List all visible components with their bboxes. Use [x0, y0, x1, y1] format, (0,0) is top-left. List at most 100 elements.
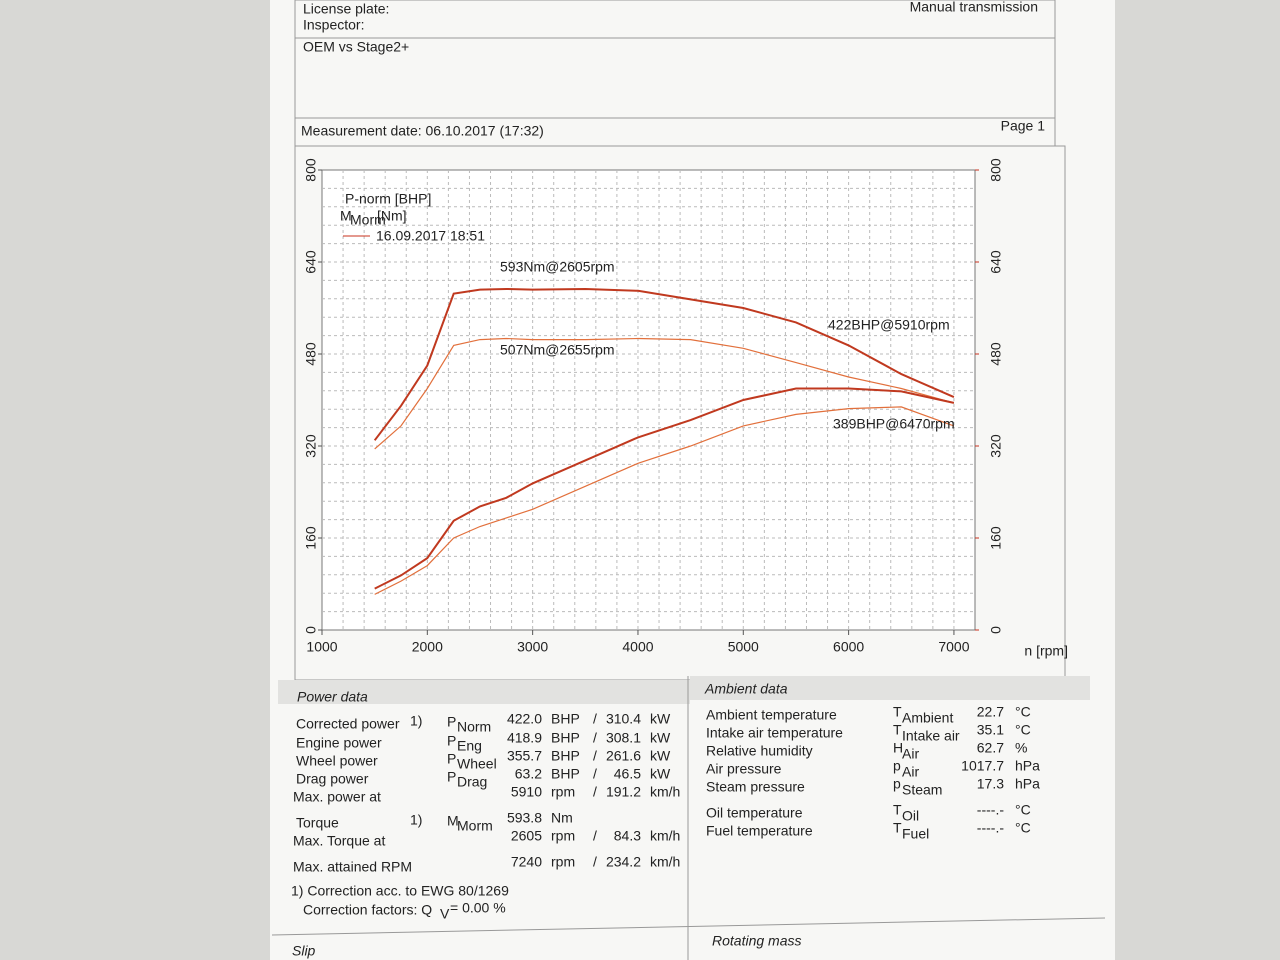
symbol: p: [893, 776, 901, 792]
symbol: T: [893, 722, 902, 738]
page-number: Page 1: [1001, 118, 1046, 134]
subscript: Intake air: [902, 728, 960, 744]
y-tick-label: 0: [303, 626, 319, 634]
y-tick-label: 480: [303, 342, 319, 366]
subscript: Eng: [457, 738, 482, 754]
y2-tick-label: 640: [988, 250, 1004, 274]
annotation: 507Nm@2655rpm: [500, 342, 615, 358]
separator: /: [593, 828, 597, 844]
unit: BHP: [551, 766, 580, 782]
subscript: Steam: [902, 782, 942, 798]
row-label: Intake air temperature: [706, 725, 843, 741]
symbol: T: [893, 704, 902, 720]
series-line: [374, 387, 955, 590]
value: 7240: [511, 854, 542, 870]
section-title: Ambient data: [704, 681, 788, 697]
value: 63.2: [515, 766, 542, 782]
unit: BHP: [551, 748, 580, 764]
unit: °C: [1015, 704, 1031, 720]
subscript: V: [440, 906, 450, 922]
value: 22.7: [977, 704, 1004, 720]
unit: %: [1015, 740, 1027, 756]
x-tick-label: 2000: [412, 639, 443, 655]
value: ----.-: [977, 802, 1005, 818]
subscript: Norm: [457, 719, 491, 735]
x-tick-label: 7000: [938, 639, 969, 655]
legend-label: P-norm [BHP]: [345, 191, 431, 207]
symbol: T: [893, 802, 902, 818]
row-label: Relative humidity: [706, 743, 813, 759]
unit: °C: [1015, 802, 1031, 818]
value: 355.7: [507, 748, 542, 764]
y-tick-label: 320: [303, 434, 319, 458]
row-label: Oil temperature: [706, 805, 803, 821]
row-label: Fuel temperature: [706, 823, 813, 839]
section-title: Rotating mass: [712, 933, 801, 949]
series-line: [374, 406, 955, 595]
note: 1): [410, 713, 422, 729]
section-title: Slip: [292, 943, 316, 959]
unit: rpm: [551, 784, 575, 800]
unit: hPa: [1015, 776, 1040, 792]
unit: rpm: [551, 854, 575, 870]
value: 234.2: [606, 854, 641, 870]
row-label: Corrected power: [296, 716, 400, 732]
unit: km/h: [650, 854, 680, 870]
value: 62.7: [977, 740, 1004, 756]
row-label: Air pressure: [706, 761, 782, 777]
row-label: Torque: [296, 815, 339, 831]
x-tick-label: 4000: [622, 639, 653, 655]
unit: hPa: [1015, 758, 1040, 774]
symbol: p: [893, 758, 901, 774]
row-label: Steam pressure: [706, 779, 805, 795]
subscript: Oil: [902, 808, 919, 824]
unit: km/h: [650, 784, 680, 800]
subscript: Ambient: [902, 710, 953, 726]
label: Inspector:: [303, 17, 364, 33]
note: 1): [410, 812, 422, 828]
row-label: Ambient temperature: [706, 707, 837, 723]
label: Manual transmission: [910, 0, 1038, 15]
unit: rpm: [551, 828, 575, 844]
comment: OEM vs Stage2+: [303, 39, 409, 55]
unit: kW: [650, 748, 671, 764]
unit: Nm: [551, 810, 573, 826]
value: 593.8: [507, 810, 542, 826]
row-label: Max. power at: [293, 789, 381, 805]
y-tick-label: 640: [303, 250, 319, 274]
section-header: [278, 680, 690, 704]
separator: /: [593, 711, 597, 727]
unit: kW: [650, 730, 671, 746]
row-label: Max. attained RPM: [293, 859, 412, 875]
unit: °C: [1015, 722, 1031, 738]
subscript: Air: [902, 746, 919, 762]
label: License plate:: [303, 1, 389, 17]
symbol: P: [447, 733, 456, 749]
row-label: Max. Torque at: [293, 833, 385, 849]
separator: /: [593, 854, 597, 870]
y2-tick-label: 160: [988, 526, 1004, 550]
divider: [271, 917, 1106, 936]
separator: /: [593, 730, 597, 746]
x-tick-label: 3000: [517, 639, 548, 655]
x-tick-label: 5000: [728, 639, 759, 655]
symbol: P: [447, 751, 456, 767]
symbol: H: [893, 740, 903, 756]
subscript: Wheel: [457, 756, 497, 772]
legend-label: M: [340, 208, 352, 224]
symbol: P: [447, 769, 456, 785]
subscript: Drag: [457, 774, 487, 790]
series-line: [374, 337, 955, 450]
y-tick-label: 160: [303, 526, 319, 550]
unit: kW: [650, 766, 671, 782]
row-label: Wheel power: [296, 753, 378, 769]
unit: km/h: [650, 828, 680, 844]
value: 308.1: [606, 730, 641, 746]
value: 35.1: [977, 722, 1004, 738]
date: Measurement date: 06.10.2017 (17:32): [301, 123, 544, 139]
value: 2605: [511, 828, 542, 844]
symbol: T: [893, 820, 902, 836]
annotation: 422BHP@5910rpm: [828, 317, 950, 333]
legend-subscript: Morm: [350, 212, 386, 228]
value: 422.0: [507, 711, 542, 727]
